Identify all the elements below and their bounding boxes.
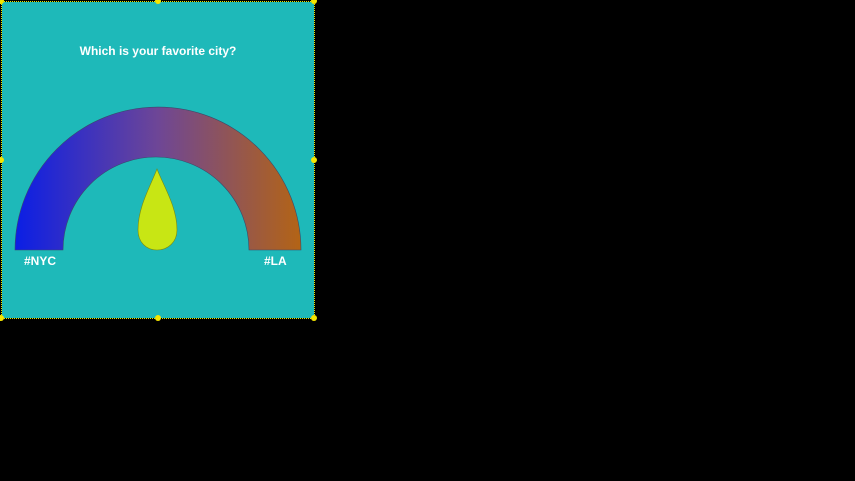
- resize-handle-bottom-right[interactable]: [311, 315, 317, 321]
- left-option-label: #NYC: [24, 254, 57, 268]
- right-option-label: #LA: [264, 254, 287, 268]
- resize-handle-top-right[interactable]: [311, 0, 317, 4]
- resize-handle-bottom-center[interactable]: [155, 315, 161, 321]
- poll-widget-card[interactable]: Which is your favorite city? #NYC #LA: [0, 0, 317, 321]
- resize-handle-middle-left[interactable]: [0, 157, 4, 163]
- resize-handle-bottom-left[interactable]: [0, 315, 4, 321]
- teardrop-needle-icon[interactable]: [137, 168, 178, 251]
- poll-question: Which is your favorite city?: [79, 44, 237, 58]
- resize-handle-middle-right[interactable]: [311, 157, 317, 163]
- poll-gauge: [14, 106, 302, 251]
- resize-handle-top-left[interactable]: [0, 0, 4, 4]
- gauge-arc: [14, 106, 302, 251]
- resize-handle-top-center[interactable]: [155, 0, 161, 4]
